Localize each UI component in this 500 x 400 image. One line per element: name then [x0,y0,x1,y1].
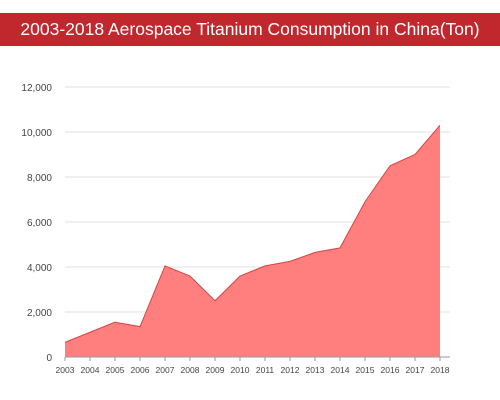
x-tick-label: 2008 [181,365,200,375]
x-tick-label: 2011 [256,365,275,375]
chart-title: 2003-2018 Aerospace Titanium Consumption… [0,13,500,46]
x-tick-label: 2017 [406,365,425,375]
y-tick-label: 2,000 [27,308,52,319]
x-tick-label: 2005 [106,365,125,375]
area-series [64,124,441,357]
y-tick-label: 12,000 [21,83,52,94]
area-fill [65,125,440,357]
x-tick-label: 2015 [356,365,375,375]
x-tick-label: 2014 [331,365,350,375]
x-tick-label: 2018 [431,365,450,375]
x-tick-label: 2007 [156,365,175,375]
x-tick-label: 2004 [81,365,100,375]
y-tick-label: 4,000 [27,263,52,274]
x-tick-label: 2006 [131,365,150,375]
y-tick-label: 10,000 [21,128,52,139]
area-line [64,124,441,343]
y-tick-label: 0 [46,353,52,364]
x-tick-label: 2013 [306,365,325,375]
y-tick-label: 8,000 [27,173,52,184]
y-tick-label: 6,000 [27,218,52,229]
x-tick-label: 2010 [231,365,250,375]
x-tick-label: 2003 [56,365,75,375]
x-tick-label: 2012 [281,365,300,375]
x-axis: 2003 2004 2005 2006 2007 2008 2009 2010 2011 2012… [56,356,450,375]
x-tick-label: 2016 [381,365,400,375]
x-tick-label: 2009 [206,365,225,375]
y-axis: 0 2,000 4,000 6,000 8,000 10,000 12,000 [21,83,52,364]
